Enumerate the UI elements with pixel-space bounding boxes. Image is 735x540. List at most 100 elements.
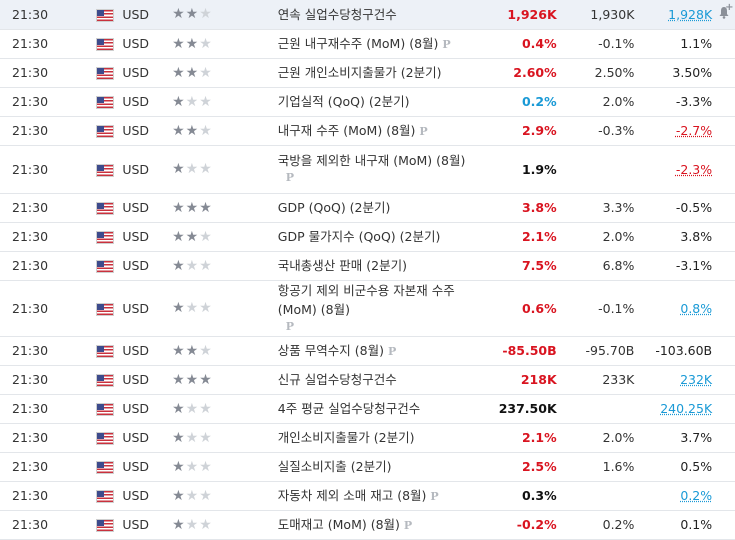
event-row[interactable]: 21:30 USD ★★★ 상품 무역수지 (8월) P -85.50B -95.70B -1… (0, 336, 735, 366)
previous-value-cell: -103.60B (634, 336, 713, 366)
previous-value-cell: 0.8% (634, 280, 713, 337)
event-name-cell[interactable]: 연속 실업수당청구건수 (277, 0, 490, 30)
forecast-value: 233K (556, 365, 635, 395)
event-row[interactable]: 21:30 USD ★★★ 국내총생산 판매 (2분기) 7.5% 6.8% -3.1% (0, 251, 735, 281)
preliminary-badge-icon: P (419, 124, 428, 138)
event-name-link[interactable]: 개인소비지출물가 (2분기) (277, 430, 415, 445)
importance-star-icon: ★ (172, 122, 186, 139)
forecast-value: -95.70B (556, 336, 635, 366)
event-row[interactable]: 21:30 USD ★★★ GDP (QoQ) (2분기) 3.8% 3.3% -0.5% (0, 193, 735, 223)
event-name-link[interactable]: 도매재고 (MoM) (8월) (277, 516, 400, 532)
event-name-cell[interactable]: 기업실적 (QoQ) (2분기) (277, 87, 490, 117)
importance-star-icon: ★ (185, 64, 200, 81)
event-name-link[interactable]: 국내총생산 판매 (2분기) (277, 258, 407, 273)
event-row[interactable]: 21:30 USD ★★★ 기업실적 (QoQ) (2분기) 0.2% 2.0% -3.3% (0, 87, 735, 117)
event-name-cell[interactable]: 4주 평균 실업수당청구건수 (277, 394, 490, 424)
event-name-link[interactable]: 기업실적 (QoQ) (2분기) (277, 94, 410, 109)
event-name-cell[interactable]: 국방을 제외한 내구재 (MoM) (8월) P (277, 145, 490, 194)
event-row[interactable]: 21:30 USD ★★★ 개인소비지출물가 (2분기) 2.1% 2.0% 3.7% (0, 423, 735, 453)
event-time: 21:30 (0, 481, 98, 511)
previous-value[interactable]: 0.2% (680, 488, 713, 503)
currency-code: USD (122, 423, 173, 453)
us-flag-icon (97, 433, 114, 444)
event-name-link[interactable]: 근원 내구재수주 (MoM) (8월) (277, 35, 439, 51)
importance-star-icon: ★ (199, 429, 213, 446)
us-flag-icon (97, 68, 114, 79)
event-name-link[interactable]: 4주 평균 실업수당청구건수 (277, 401, 421, 416)
previous-value: 3.7% (680, 430, 713, 445)
importance-star-icon: ★ (172, 458, 186, 475)
event-row[interactable]: 21:30 USD ★★★ 실질소비지출 (2분기) 2.5% 1.6% 0.5% (0, 452, 735, 482)
us-flag-icon (97, 9, 114, 21)
event-name-link[interactable]: 연속 실업수당청구건수 (277, 6, 397, 22)
event-name-link[interactable]: GDP 물가지수 (QoQ) (2분기) (277, 229, 441, 244)
event-row[interactable]: 21:30 USD ★★★ 내구재 수주 (MoM) (8월) P 2.9% -0.3% -2… (0, 116, 735, 146)
event-name-link[interactable]: 국방을 제외한 내구재 (MoM) (8월) (277, 153, 466, 168)
currency-code: USD (122, 116, 173, 146)
event-name-link[interactable]: 근원 개인소비지출물가 (2분기) (277, 65, 442, 80)
event-row[interactable]: 21:30 USD ★★★ 자동차 제외 소매 재고 (8월) P 0.3% 0.2% (0, 481, 735, 511)
event-name-cell[interactable]: 내구재 수주 (MoM) (8월) P (277, 116, 490, 146)
add-alert-button[interactable]: + (716, 2, 734, 20)
event-row[interactable]: 21:30 USD ★★★ 항공기 제외 비군수용 자본재 수주 (MoM) (8월)… (0, 280, 735, 337)
previous-value-cell: -2.7% (634, 116, 713, 146)
us-flag-icon (97, 462, 114, 473)
forecast-value: 1.6% (556, 452, 635, 482)
event-row[interactable]: 21:30 USD ★★★ 신규 실업수당청구건수 218K 233K 232K (0, 365, 735, 395)
previous-value[interactable]: -2.7% (675, 123, 713, 138)
previous-value[interactable]: 1,928K (668, 6, 713, 22)
event-name-cell[interactable]: 개인소비지출물가 (2분기) (277, 423, 490, 453)
importance-star-icon: ★ (172, 161, 186, 177)
importance-rating: ★★★ (172, 29, 278, 59)
currency-code: USD (122, 510, 173, 540)
event-name-link[interactable]: 자동차 제외 소매 재고 (8월) (277, 487, 427, 503)
importance-star-icon: ★ (172, 228, 186, 245)
event-name-link[interactable]: 항공기 제외 비군수용 자본재 수주 (MoM) (8월) (277, 282, 455, 317)
event-row[interactable]: 21:30 USD ★★★ GDP 물가지수 (QoQ) (2분기) 2.1% 2.0% 3… (0, 222, 735, 252)
event-row[interactable]: 21:30 USD ★★★ 도매재고 (MoM) (8월) P -0.2% 0.2% 0.1% (0, 510, 735, 540)
importance-star-icon: ★ (172, 342, 186, 359)
event-name-link[interactable]: GDP (QoQ) (2분기) (277, 200, 391, 215)
event-name-cell[interactable]: 실질소비지출 (2분기) (277, 452, 490, 482)
event-name-cell[interactable]: 상품 무역수지 (8월) P (277, 336, 490, 366)
previous-value[interactable]: 240.25K (660, 401, 713, 416)
event-name-cell[interactable]: 국내총생산 판매 (2분기) (277, 251, 490, 281)
event-row[interactable]: 21:30 USD ★★★ 연속 실업수당청구건수 1,926K 1,930K 1,928K… (0, 0, 735, 30)
event-name-cell[interactable]: 근원 개인소비지출물가 (2분기) (277, 58, 490, 88)
importance-rating: ★★★ (172, 394, 278, 424)
event-name-cell[interactable]: 항공기 제외 비군수용 자본재 수주 (MoM) (8월) P (277, 280, 490, 337)
event-name-link[interactable]: 실질소비지출 (2분기) (277, 459, 392, 474)
event-row[interactable]: 21:30 USD ★★★ 근원 내구재수주 (MoM) (8월) P 0.4% -0.1%… (0, 29, 735, 59)
previous-value-cell: -3.3% (634, 87, 713, 117)
previous-value[interactable]: 232K (680, 372, 713, 387)
previous-value[interactable]: -2.3% (675, 161, 713, 177)
importance-star-icon: ★ (185, 6, 200, 23)
event-row[interactable]: 21:30 USD ★★★ 근원 개인소비지출물가 (2분기) 2.60% 2.50% 3.… (0, 58, 735, 88)
us-flag-icon (97, 303, 114, 315)
event-name-cell[interactable]: 근원 내구재수주 (MoM) (8월) P (277, 29, 490, 59)
event-row[interactable]: 21:30 USD ★★★ 4주 평균 실업수당청구건수 237.50K 240.25K (0, 394, 735, 424)
forecast-value: -0.1% (556, 280, 635, 337)
event-name-link[interactable]: 신규 실업수당청구건수 (277, 372, 397, 387)
previous-value-cell: 0.1% (634, 510, 713, 540)
importance-star-icon: ★ (185, 342, 200, 359)
previous-value[interactable]: 0.8% (680, 300, 713, 316)
event-name-cell[interactable]: 자동차 제외 소매 재고 (8월) P (277, 481, 490, 511)
event-name-cell[interactable]: GDP (QoQ) (2분기) (277, 193, 490, 223)
event-name-cell[interactable]: GDP 물가지수 (QoQ) (2분기) (277, 222, 490, 252)
importance-star-icon: ★ (199, 93, 213, 110)
currency-code: USD (122, 394, 173, 424)
actual-value: 2.9% (489, 116, 557, 146)
importance-rating: ★★★ (172, 336, 278, 366)
previous-value-cell: 0.5% (634, 452, 713, 482)
event-row[interactable]: 21:30 USD ★★★ 국방을 제외한 내구재 (MoM) (8월) P 1.9% -2… (0, 145, 735, 194)
event-name-link[interactable]: 내구재 수주 (MoM) (8월) (277, 122, 416, 138)
importance-rating: ★★★ (172, 365, 278, 395)
previous-value: 0.5% (680, 459, 713, 474)
event-time: 21:30 (0, 193, 98, 223)
event-name-link[interactable]: 상품 무역수지 (8월) (277, 342, 384, 358)
event-name-cell[interactable]: 도매재고 (MoM) (8월) P (277, 510, 490, 540)
event-name-cell[interactable]: 신규 실업수당청구건수 (277, 365, 490, 395)
previous-value: 3.50% (672, 65, 713, 80)
